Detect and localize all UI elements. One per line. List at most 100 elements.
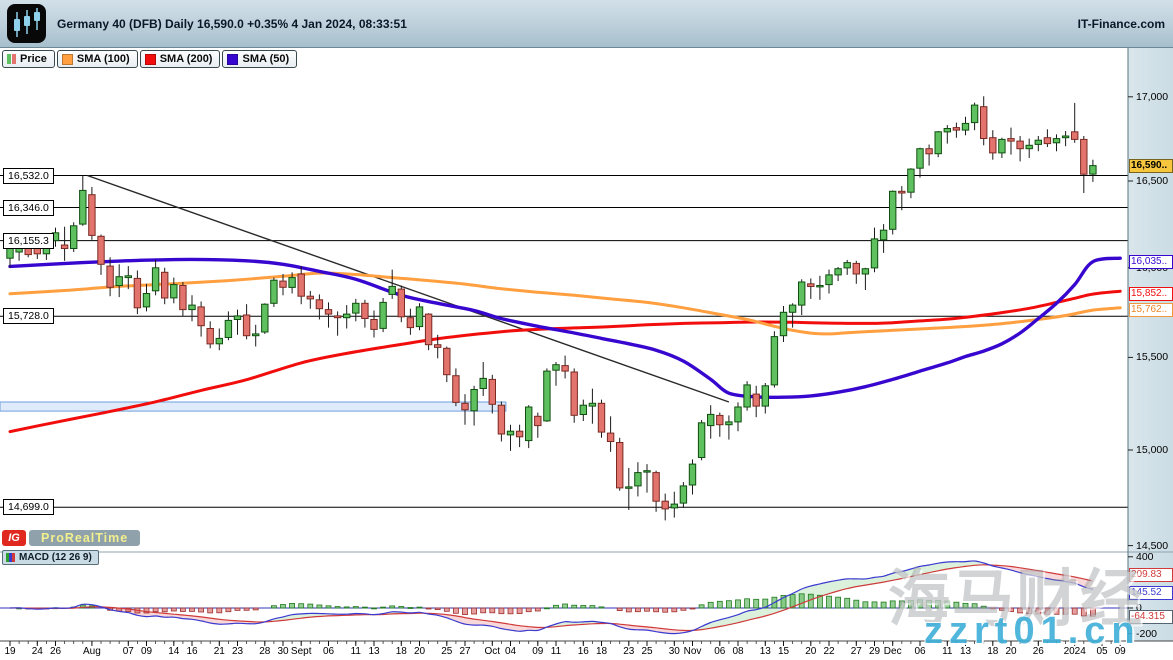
macd-hist-up <box>289 603 296 609</box>
candle-down <box>661 500 669 510</box>
trendline[interactable] <box>87 174 730 403</box>
sma50-line[interactable] <box>8 256 1122 400</box>
candle-up <box>1034 139 1042 145</box>
candle-down <box>443 347 451 376</box>
macd-fill <box>1056 573 1066 582</box>
candle-down <box>242 314 251 337</box>
candle-up <box>879 229 888 241</box>
candle-down <box>616 442 624 489</box>
macd-hist-up <box>735 599 741 609</box>
macd-hist-down <box>616 607 623 611</box>
macd-hist-up <box>844 597 851 609</box>
prorealtime-badge[interactable]: IG ProRealTime <box>2 530 141 546</box>
macd-hist-down <box>662 607 669 613</box>
x-axis-label: Nov <box>683 646 702 657</box>
macd-value-box-msig: 209.83 <box>1129 568 1173 583</box>
macd-fill <box>865 577 875 586</box>
macd-hist-down <box>635 607 641 613</box>
macd-hist-up <box>562 603 568 609</box>
x-axis-label: 16 <box>577 646 589 657</box>
candle-down <box>424 313 433 346</box>
legend-chip-price[interactable]: Price <box>2 50 55 68</box>
macd-hist-up <box>553 604 559 609</box>
x-axis-label: 30 <box>668 646 680 657</box>
candle-down <box>497 404 506 435</box>
candle-down <box>1007 138 1015 142</box>
x-axis-label: 15 <box>777 646 790 657</box>
macd-hist-up <box>571 604 578 609</box>
price-axis-strip[interactable] <box>1128 48 1173 641</box>
macd-hist-up <box>325 605 332 609</box>
candle-up <box>388 285 396 295</box>
legend-chip-sma200[interactable]: SMA (200) <box>139 50 221 68</box>
price-pane[interactable] <box>0 96 1128 521</box>
candle-down <box>333 315 342 319</box>
candle-up <box>761 385 769 407</box>
macd-hist-up <box>716 600 723 609</box>
candle-down <box>534 415 542 427</box>
macd-hist-up <box>917 599 923 609</box>
x-axis-label: Aug <box>82 646 101 657</box>
macd-axis-tick-label: -200 <box>1136 627 1158 640</box>
legend-chip-sma100[interactable]: SMA (100) <box>56 50 138 68</box>
macd-hist-down <box>225 607 232 613</box>
candle-up <box>889 190 897 230</box>
candle-up <box>525 406 533 442</box>
candle-down <box>161 271 169 299</box>
macd-hist-down <box>1035 607 1042 615</box>
macd-main-line <box>9 560 1094 635</box>
macd-hist-up <box>726 600 732 609</box>
candle-down <box>752 393 760 407</box>
candle-down <box>461 402 469 411</box>
x-axis-label: 07 <box>122 646 134 657</box>
x-axis-label: 18 <box>987 646 999 657</box>
candle-up <box>907 168 915 193</box>
candle-down <box>315 299 324 310</box>
macd-hist-up <box>580 605 587 609</box>
candle-up <box>788 304 797 313</box>
highlight-zone[interactable] <box>0 401 507 412</box>
macd-pane[interactable] <box>0 560 1128 635</box>
candle-down <box>989 137 997 154</box>
macd-legend-chip[interactable]: MACD (12 26 9) <box>2 550 99 565</box>
macd-hist-down <box>1062 607 1069 615</box>
macd-hist-up <box>817 594 823 609</box>
macd-hist-up <box>944 600 951 609</box>
candle-up <box>188 304 196 311</box>
prorealtime-label: ProRealTime <box>29 530 141 546</box>
x-axis-label: 06 <box>322 646 335 657</box>
legend-chip-sma200-label: SMA (200) <box>159 53 213 65</box>
macd-fill <box>1083 578 1093 590</box>
x-axis-label: 11 <box>350 646 361 657</box>
legend-chip-price-label: Price <box>20 53 47 65</box>
macd-hist-up <box>707 601 714 609</box>
macd-hist-up <box>398 606 405 609</box>
candle-down <box>370 319 378 330</box>
macd-hist-up <box>880 601 887 609</box>
time-axis-strip[interactable] <box>0 641 1173 660</box>
candle-down <box>434 344 442 348</box>
candle-up <box>415 306 424 328</box>
y-axis-tick-label: 15,500 <box>1136 351 1169 364</box>
x-axis-label: 11 <box>942 646 953 657</box>
x-axis-label: 18 <box>595 646 608 657</box>
macd-legend-label: MACD (12 26 9) <box>19 552 92 563</box>
macd-hist-up <box>853 599 860 609</box>
macd-hist-up <box>361 606 368 609</box>
macd-hist-down <box>625 607 632 613</box>
macd-hist-down <box>498 607 505 615</box>
candle-up <box>506 430 515 436</box>
legend-chip-sma50[interactable]: SMA (50) <box>222 50 298 68</box>
macd-hist-down <box>999 607 1005 611</box>
macd-hist-down <box>434 607 441 611</box>
x-axis-label: 26 <box>49 646 62 657</box>
macd-hist-up <box>79 604 86 609</box>
sma100-line[interactable] <box>8 271 1122 336</box>
x-axis-label: 13 <box>759 646 771 657</box>
macd-hist-down <box>161 607 168 613</box>
candle-down <box>898 190 906 194</box>
macd-hist-up <box>962 602 969 609</box>
macd-hist-up <box>589 605 596 609</box>
sma200-line[interactable] <box>8 289 1122 434</box>
